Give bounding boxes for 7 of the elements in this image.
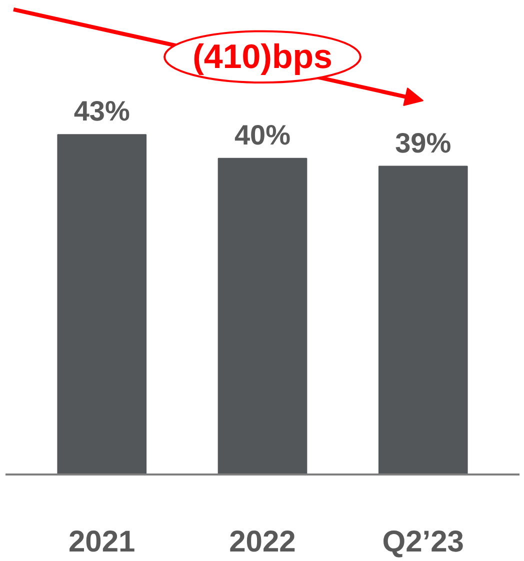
data-label: 40% xyxy=(234,119,291,150)
x-tick-label: 2021 xyxy=(68,526,136,558)
x-tick-label: 2022 xyxy=(229,526,296,558)
x-tick-label: Q2’23 xyxy=(382,526,464,558)
data-label: 39% xyxy=(395,127,452,158)
data-label: 43% xyxy=(74,96,130,127)
text: (410)bps xyxy=(192,38,332,76)
